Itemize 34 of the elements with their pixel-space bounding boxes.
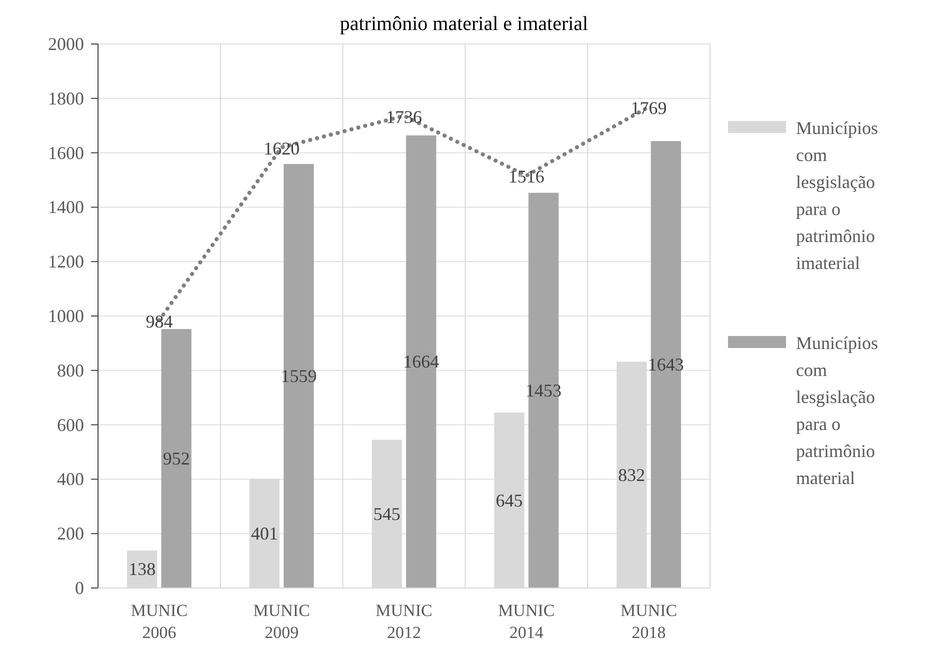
data-label: 952 bbox=[162, 448, 190, 469]
y-tick-label: 2000 bbox=[48, 34, 84, 54]
bar bbox=[284, 164, 314, 588]
bar bbox=[528, 192, 559, 588]
y-tick-label: 400 bbox=[57, 469, 84, 490]
x-tick-label: MUNIC 2006 bbox=[130, 601, 188, 642]
y-tick-label: 1000 bbox=[48, 306, 84, 326]
data-label: 1736 bbox=[386, 106, 422, 127]
data-label: 645 bbox=[496, 490, 523, 510]
y-tick-label: 1600 bbox=[48, 142, 84, 163]
x-tick-label: MUNIC 2018 bbox=[620, 601, 678, 642]
data-label: 401 bbox=[250, 523, 278, 544]
legend-label: Municípios com lesgislação para o patrimônio imaterial bbox=[796, 118, 878, 273]
y-tick-label: 200 bbox=[57, 524, 84, 544]
bar bbox=[161, 329, 192, 588]
x-tick-label: MUNIC 2009 bbox=[253, 601, 310, 642]
x-tick-label: MUNIC 2014 bbox=[498, 601, 555, 642]
y-tick-label: 800 bbox=[57, 360, 84, 380]
data-label: 545 bbox=[373, 504, 400, 524]
bar bbox=[650, 141, 682, 588]
data-label: 1769 bbox=[630, 98, 667, 118]
y-tick-label: 1400 bbox=[48, 197, 84, 218]
data-label: 1516 bbox=[508, 166, 544, 187]
data-label: 1620 bbox=[264, 138, 300, 158]
y-tick-label: 0 bbox=[75, 578, 84, 598]
y-tick-label: 1200 bbox=[48, 252, 84, 272]
y-tick-label: 600 bbox=[57, 414, 84, 435]
x-tick-label: MUNIC 2012 bbox=[376, 601, 432, 642]
data-label: 138 bbox=[128, 559, 156, 580]
chart-title: patrimônio material e imaterial bbox=[340, 13, 589, 35]
y-tick-label: 1800 bbox=[48, 88, 84, 108]
data-label: 984 bbox=[146, 311, 173, 332]
data-label: 832 bbox=[618, 464, 646, 485]
legend-label: Municípios com lesgislação para o patrimônio material bbox=[796, 333, 878, 488]
